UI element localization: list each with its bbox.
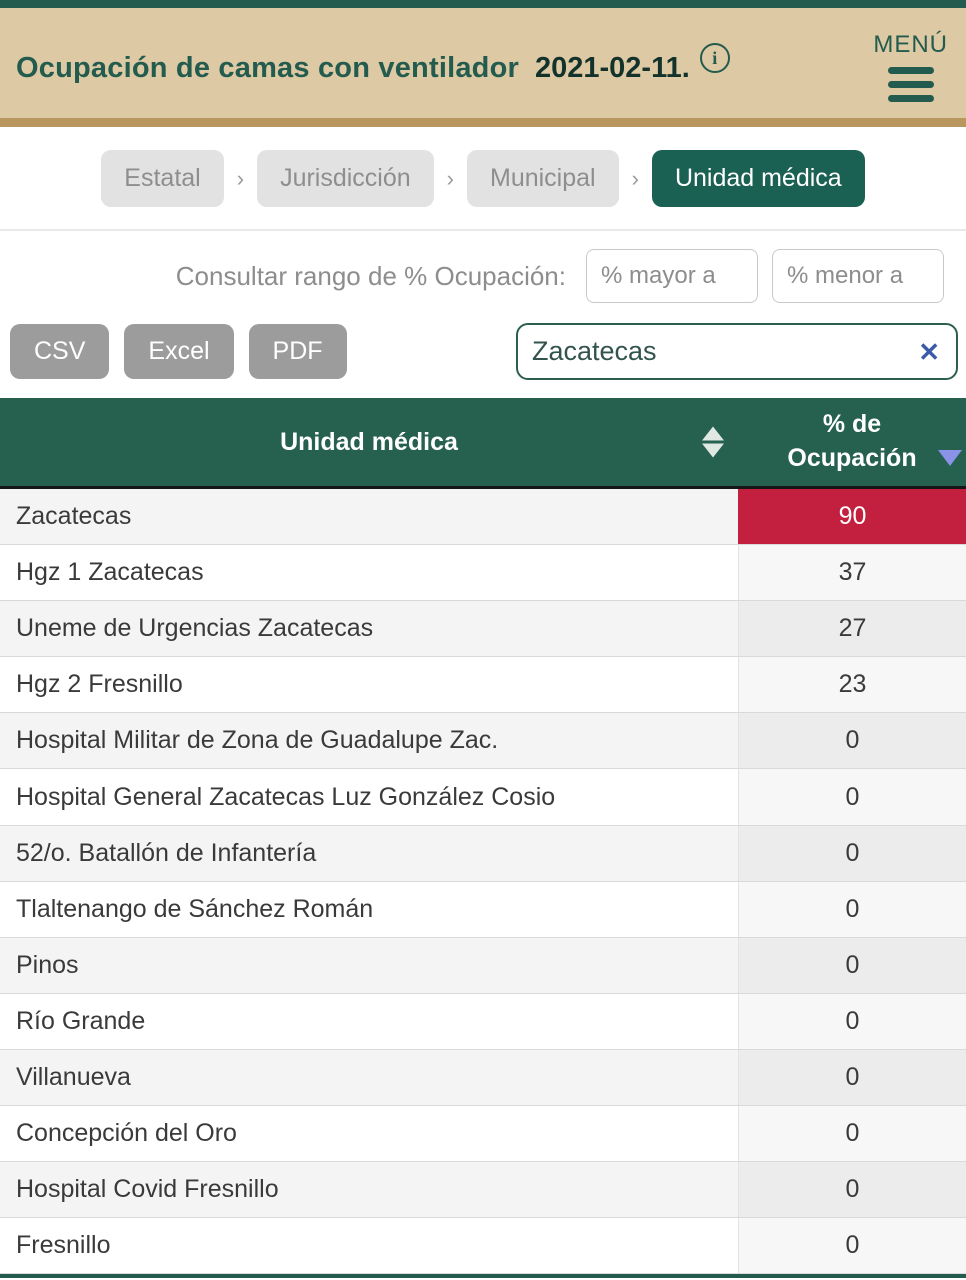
percent-less-input[interactable] [772,249,944,303]
table-row[interactable]: Hospital General Zacatecas Luz González … [0,769,966,826]
unit-cell: Villanueva [16,1062,131,1091]
export-pdf-button[interactable]: PDF [248,324,347,379]
column-header-ocupacion[interactable]: % de Ocupación [738,398,966,486]
unit-cell: Hgz 1 Zacatecas [16,558,204,587]
table-row[interactable]: Fresnillo 0 [0,1218,966,1275]
unit-cell: Uneme de Urgencias Zacatecas [16,614,374,643]
occupancy-table: Unidad médica % de Ocupación Zacatecas 9… [0,398,966,1279]
column-header-unidad-label: Unidad médica [280,427,458,456]
breadcrumb-separator: › [236,165,245,191]
unit-cell: Hgz 2 Fresnillo [16,670,183,699]
app-header: Ocupación de camas con ventilador 2021-0… [0,8,966,118]
unit-cell: Pinos [16,950,79,979]
occupancy-cell: 90 [738,489,966,545]
occupancy-cell: 0 [738,713,966,769]
breadcrumb-item-jurisdiccion[interactable]: Jurisdicción [257,150,434,207]
occupancy-cell: 27 [738,601,966,657]
unit-cell: Tlaltenango de Sánchez Román [16,894,374,923]
table-row[interactable]: Hospital Covid Fresnillo 0 [0,1162,966,1219]
occupancy-cell: 0 [738,937,966,993]
table-row[interactable]: Tlaltenango de Sánchez Román 0 [0,881,966,938]
table-row[interactable]: Hgz 2 Fresnillo 23 [0,657,966,714]
page-title: Ocupación de camas con ventilador [16,51,519,84]
toolbar: CSV Excel PDF ✕ [0,323,966,380]
menu-button[interactable]: MENÚ [873,31,948,102]
table-body: Zacatecas 90 Hgz 1 Zacatecas 37 Uneme de… [0,489,966,1275]
occupancy-cell: 0 [738,993,966,1049]
export-csv-button[interactable]: CSV [10,324,110,379]
unit-cell: Fresnillo [16,1231,111,1260]
unit-cell: 52/o. Batallón de Infantería [16,838,317,867]
report-date: 2021-02-11. [534,51,690,84]
export-excel-button[interactable]: Excel [124,324,234,379]
search-input[interactable] [532,336,919,367]
column-header-unidad-medica[interactable]: Unidad médica [0,398,738,486]
hamburger-icon [887,66,934,102]
occupancy-cell: 37 [738,545,966,601]
menu-label: MENÚ [873,30,948,58]
unit-cell: Zacatecas [16,502,132,531]
table-row[interactable]: Concepción del Oro 0 [0,1106,966,1163]
sort-descending-icon [938,450,962,466]
table-row[interactable]: Hospital Militar de Zona de Guadalupe Za… [0,713,966,770]
top-accent-bar [0,0,966,8]
table-row[interactable]: 52/o. Batallón de Infantería 0 [0,825,966,882]
unit-cell: Hospital General Zacatecas Luz González … [16,782,556,811]
sort-both-icon [702,426,724,458]
breadcrumb-separator: › [446,165,454,191]
breadcrumb-separator: › [631,165,639,191]
occupancy-cell: 0 [738,825,966,881]
occupancy-cell: 0 [738,1049,966,1106]
table-row[interactable]: Pinos 0 [0,937,966,994]
column-header-ocupacion-label: % de Ocupación [787,410,917,472]
section-divider [0,229,966,231]
unit-cell: Concepción del Oro [16,1119,237,1148]
clear-search-icon[interactable]: ✕ [918,336,940,367]
table-row[interactable]: Hgz 1 Zacatecas 37 [0,545,966,602]
table-row[interactable]: Villanueva 0 [0,1049,966,1107]
unit-cell: Hospital Militar de Zona de Guadalupe Za… [16,726,499,755]
occupancy-cell: 0 [738,881,966,937]
search-box: ✕ [516,323,958,380]
unit-cell: Hospital Covid Fresnillo [16,1175,279,1204]
table-row[interactable]: Uneme de Urgencias Zacatecas 27 [0,601,966,658]
unit-cell: Río Grande [16,1006,146,1035]
breadcrumb-item-unidad-medica[interactable]: Unidad médica [651,150,865,207]
breadcrumb: Estatal › Jurisdicción › Municipal › Uni… [0,150,966,207]
table-row[interactable]: Zacatecas 90 [0,489,966,546]
table-row[interactable]: Río Grande 0 [0,993,966,1050]
breadcrumb-item-municipal[interactable]: Municipal [467,150,619,207]
table-header: Unidad médica % de Ocupación [0,398,966,489]
gold-divider [0,118,966,127]
occupancy-range-filter: Consultar rango de % Ocupación: [0,249,966,303]
occupancy-cell: 0 [738,1162,966,1218]
occupancy-cell: 0 [738,1218,966,1274]
occupancy-cell: 0 [738,769,966,825]
occupancy-cell: 0 [738,1106,966,1162]
percent-greater-input[interactable] [586,249,758,303]
occupancy-cell: 23 [738,657,966,713]
info-icon[interactable]: i [699,43,730,73]
breadcrumb-item-estatal[interactable]: Estatal [101,150,224,207]
range-filter-label: Consultar rango de % Ocupación: [175,260,566,291]
